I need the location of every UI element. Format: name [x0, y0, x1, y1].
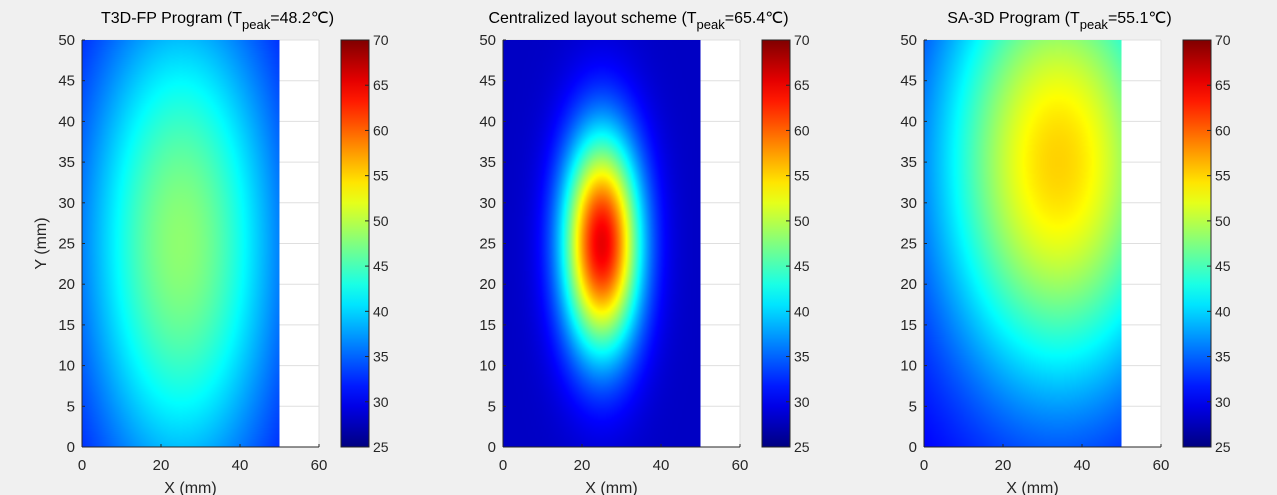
x-tick-label: 60 [732, 457, 749, 474]
y-tick-label: 45 [58, 73, 75, 90]
y-tick-label: 35 [900, 154, 917, 171]
temperature-field [924, 40, 1122, 447]
colorbar-tick-label: 60 [373, 122, 389, 138]
x-tick-label: 60 [311, 457, 328, 474]
y-tick-label: 40 [58, 113, 75, 130]
y-tick-label: 25 [58, 236, 75, 253]
x-tick-label: 20 [995, 457, 1012, 474]
x-axis-label: X (mm) [585, 480, 637, 495]
colorbar-tick-label: 40 [1215, 303, 1231, 319]
colorbar [1182, 39, 1212, 448]
colorbar-tick-label: 65 [794, 77, 810, 93]
y-tick-label: 50 [58, 32, 75, 49]
x-tick-label: 0 [499, 457, 507, 474]
colorbar [761, 39, 791, 448]
y-tick-label: 20 [900, 276, 917, 293]
colorbar-tick-label: 45 [373, 258, 389, 274]
y-axis-label: Y (mm) [33, 217, 50, 269]
y-tick-label: 10 [58, 358, 75, 375]
heatmap-panel-2: 0 20 40 60 0 5 10 15 20 25 30 35 40 45 50 X (mm) Central… [479, 10, 809, 495]
x-tick-label: 60 [1153, 457, 1170, 474]
heatmap-panel-1: 0 20 40 60 0 5 10 15 20 25 30 35 40 45 50 X (mm) Y (mm) T… [33, 10, 389, 495]
colorbar-tick-label: 55 [1215, 168, 1231, 184]
colorbar-tick-label: 35 [373, 349, 389, 365]
temperature-field [503, 40, 701, 447]
colorbar-tick-label: 35 [1215, 349, 1231, 365]
colorbar-tick-label: 35 [794, 349, 810, 365]
colorbar-tick-label: 50 [1215, 213, 1231, 229]
y-tick-label: 0 [909, 439, 917, 456]
colorbar-tick-label: 30 [1215, 394, 1231, 410]
colorbar-tick-label: 55 [794, 168, 810, 184]
colorbar-tick-label: 70 [794, 32, 810, 48]
colorbar-tick-label: 25 [1215, 439, 1231, 455]
y-tick-label: 25 [479, 236, 496, 253]
colorbar-tick-label: 30 [794, 394, 810, 410]
x-tick-label: 40 [1074, 457, 1091, 474]
x-tick-label: 0 [920, 457, 928, 474]
colorbar-tick-label: 65 [373, 77, 389, 93]
y-tick-label: 50 [479, 32, 496, 49]
colorbar-tick-label: 60 [1215, 122, 1231, 138]
y-tick-label: 30 [479, 195, 496, 212]
y-tick-label: 5 [67, 398, 75, 415]
chart-title: SA-3D Program (Tpeak=55.1℃) [947, 10, 1171, 32]
x-tick-label: 20 [153, 457, 170, 474]
y-tick-label: 0 [67, 439, 75, 456]
x-tick-label: 0 [78, 457, 86, 474]
colorbar-tick-label: 60 [794, 122, 810, 138]
y-tick-label: 40 [900, 113, 917, 130]
y-tick-label: 35 [58, 154, 75, 171]
y-tick-label: 10 [900, 358, 917, 375]
y-tick-label: 5 [909, 398, 917, 415]
heatmap-panel-3: 0 20 40 60 0 5 10 15 20 25 30 35 40 45 50 X (mm) SA-3D P… [900, 10, 1230, 495]
y-tick-label: 45 [900, 73, 917, 90]
y-tick-label: 30 [58, 195, 75, 212]
y-tick-label: 50 [900, 32, 917, 49]
x-axis-label: X (mm) [164, 480, 216, 495]
colorbar-tick-label: 30 [373, 394, 389, 410]
y-tick-label: 30 [900, 195, 917, 212]
y-tick-label: 40 [479, 113, 496, 130]
y-tick-label: 0 [488, 439, 496, 456]
y-tick-label: 35 [479, 154, 496, 171]
y-tick-label: 10 [479, 358, 496, 375]
colorbar-tick-label: 25 [794, 439, 810, 455]
chart-title: Centralized layout scheme (Tpeak=65.4℃) [488, 10, 788, 32]
colorbar-tick-label: 70 [373, 32, 389, 48]
colorbar-tick-label: 70 [1215, 32, 1231, 48]
chart-title: T3D-FP Program (Tpeak=48.2℃) [101, 10, 334, 32]
y-tick-label: 20 [479, 276, 496, 293]
colorbar-tick-label: 45 [794, 258, 810, 274]
colorbar-tick-label: 55 [373, 168, 389, 184]
temperature-field [82, 40, 280, 447]
colorbar-tick-label: 50 [373, 213, 389, 229]
colorbar-tick-label: 65 [1215, 77, 1231, 93]
colorbar [340, 39, 370, 448]
y-tick-label: 15 [58, 317, 75, 334]
colorbar-tick-label: 25 [373, 439, 389, 455]
y-tick-label: 25 [900, 236, 917, 253]
colorbar-tick-label: 40 [794, 303, 810, 319]
x-tick-label: 40 [653, 457, 670, 474]
y-tick-label: 15 [479, 317, 496, 334]
colorbar-tick-label: 45 [1215, 258, 1231, 274]
colorbar-tick-label: 40 [373, 303, 389, 319]
y-tick-label: 15 [900, 317, 917, 334]
y-tick-label: 5 [488, 398, 496, 415]
y-tick-label: 20 [58, 276, 75, 293]
colorbar-tick-label: 50 [794, 213, 810, 229]
y-tick-label: 45 [479, 73, 496, 90]
x-tick-label: 20 [574, 457, 591, 474]
x-axis-label: X (mm) [1006, 480, 1058, 495]
x-tick-label: 40 [232, 457, 249, 474]
